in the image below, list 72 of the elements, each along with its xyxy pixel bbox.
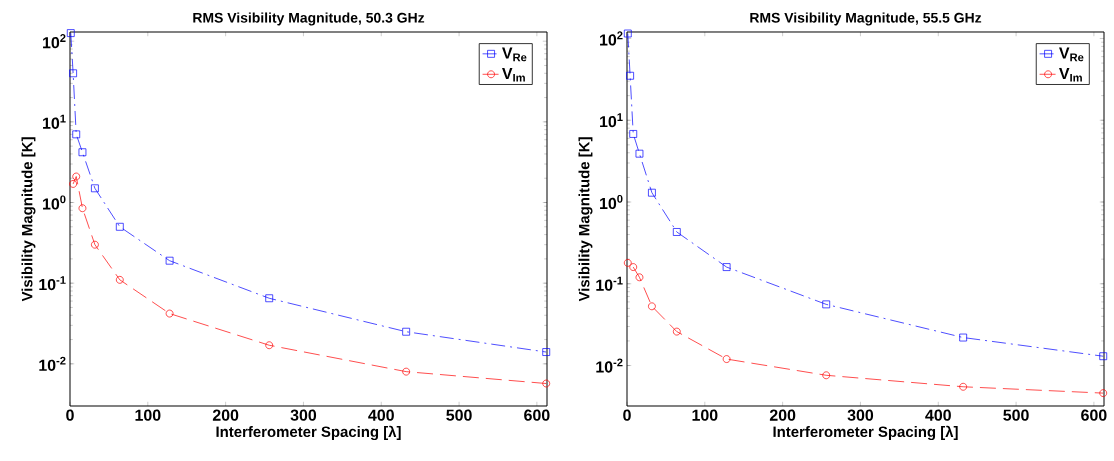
point xyxy=(78,148,87,157)
point xyxy=(635,273,644,282)
legend-label: V$_{Im}$ xyxy=(1059,68,1082,82)
y-tick-label: 10$^{-1}$ xyxy=(596,276,623,291)
y-tick-label: 10$^{-2}$ xyxy=(596,358,623,373)
x-tick-label: 300 xyxy=(847,409,874,421)
x-tick-label: 200 xyxy=(769,409,796,421)
point xyxy=(69,69,77,78)
y-tick-label: 10$^{0}$ xyxy=(600,194,623,210)
point xyxy=(629,263,638,271)
point xyxy=(672,327,681,336)
point xyxy=(1099,352,1108,361)
x-tick-label: 100 xyxy=(692,409,718,421)
point xyxy=(648,188,656,197)
x-tick-label: 600 xyxy=(524,409,550,421)
y-tick-label: 10$^{1}$ xyxy=(43,114,66,129)
point xyxy=(115,275,124,284)
y-axis-title: Visibility Magnitude [K] xyxy=(21,137,36,302)
point xyxy=(72,130,81,139)
y-tick-label: 10$^{2}$ xyxy=(43,34,66,49)
x-axis-title: Interferometer Spacing [λ] xyxy=(773,425,958,441)
x-tick-label: 100 xyxy=(135,409,161,421)
y-tick-label: 10$^{1}$ xyxy=(600,113,623,128)
point xyxy=(1099,389,1108,397)
point xyxy=(635,149,644,158)
point xyxy=(91,184,99,193)
point xyxy=(265,294,274,303)
x-tick-label: 200 xyxy=(212,409,239,421)
x-axis-title: Interferometer Spacing [λ] xyxy=(216,425,401,441)
point xyxy=(623,259,632,267)
point xyxy=(959,382,968,391)
point xyxy=(91,240,99,249)
y-tick-label: 10$^{2}$ xyxy=(600,31,623,46)
x-tick-label: 0 xyxy=(66,409,74,421)
y-tick-label: 10$^{0}$ xyxy=(43,195,66,210)
point xyxy=(72,172,81,181)
point xyxy=(78,204,87,213)
point xyxy=(165,309,174,318)
x-tick-label: 600 xyxy=(1081,409,1107,421)
legend-label: V$_{Re}$ xyxy=(1059,47,1084,62)
x-tick-label: 300 xyxy=(290,409,317,421)
point xyxy=(959,333,968,342)
x-tick-label: 400 xyxy=(368,409,394,421)
point xyxy=(115,222,124,231)
point xyxy=(542,348,551,356)
x-tick-label: 500 xyxy=(1003,409,1029,421)
point xyxy=(402,367,411,376)
legend-label: V$_{Im}$ xyxy=(502,68,525,82)
point xyxy=(66,29,75,37)
point xyxy=(69,180,77,188)
x-tick-label: 0 xyxy=(623,409,631,421)
point xyxy=(822,300,831,309)
point xyxy=(648,302,656,311)
point xyxy=(402,327,411,336)
y-tick-label: 10$^{-1}$ xyxy=(39,276,66,291)
point xyxy=(626,71,634,80)
point xyxy=(722,263,731,271)
point xyxy=(542,379,551,388)
point xyxy=(822,371,831,380)
x-tick-label: 400 xyxy=(925,409,951,421)
point xyxy=(165,256,174,265)
chart-title: RMS Visibility Magnitude, 50.3 GHz xyxy=(193,12,425,26)
chart-title: RMS Visibility Magnitude, 55.5 GHz xyxy=(750,12,982,26)
point xyxy=(629,130,638,138)
point xyxy=(722,355,731,363)
point xyxy=(623,29,632,38)
point xyxy=(672,228,681,236)
y-tick-label: 10$^{-2}$ xyxy=(39,356,66,371)
x-tick-label: 500 xyxy=(446,409,472,421)
y-axis-title: Visibility Magnitude [K] xyxy=(578,137,593,302)
point xyxy=(265,341,274,350)
legend-label: V$_{Re}$ xyxy=(502,47,527,62)
